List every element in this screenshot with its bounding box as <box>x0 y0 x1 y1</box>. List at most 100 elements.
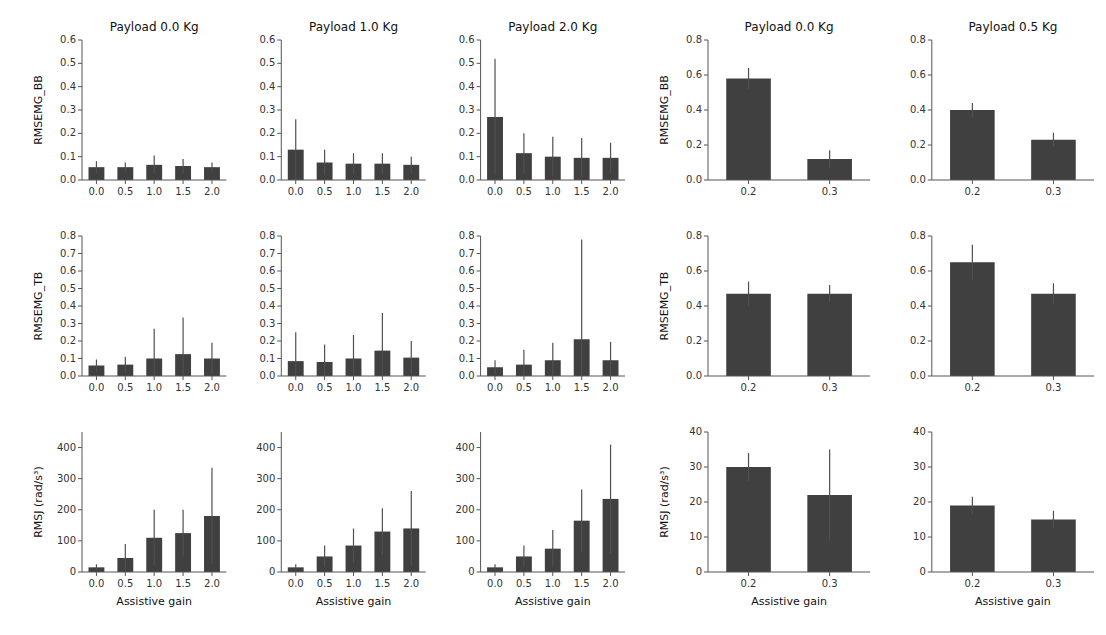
y-tick-label: 0.2 <box>459 127 475 138</box>
y-tick-label: 0.5 <box>259 57 275 68</box>
x-axis-label: Assistive gain <box>116 595 192 608</box>
y-tick <box>477 63 481 64</box>
x-tick-label: 2.0 <box>403 186 419 197</box>
x-axis <box>932 180 1094 181</box>
y-tick-label: 0.6 <box>259 34 275 45</box>
bar <box>807 294 852 376</box>
y-tick <box>928 376 932 377</box>
y-tick <box>78 271 82 272</box>
x-tick <box>972 572 973 576</box>
y-tick <box>277 358 281 359</box>
x-tick-label: 1.0 <box>346 186 362 197</box>
y-tick-label: 0.4 <box>910 300 926 311</box>
y-axis-label: RMSEMG_BB <box>32 75 45 145</box>
error-bar <box>1053 133 1054 147</box>
y-axis <box>931 40 932 180</box>
error-bar <box>125 357 126 373</box>
y-tick <box>928 341 932 342</box>
subplot: 0.00.10.20.30.40.50.60.00.51.01.52.0Payl… <box>32 20 226 197</box>
y-axis <box>82 432 83 572</box>
y-tick <box>277 156 281 157</box>
y-tick-label: 40 <box>689 426 702 437</box>
x-tick-label: 1.5 <box>175 186 191 197</box>
y-tick-label: 400 <box>256 442 275 453</box>
error-bar <box>552 530 553 567</box>
y-tick <box>277 110 281 111</box>
y-tick <box>78 110 82 111</box>
y-tick-label: 0.5 <box>60 283 76 294</box>
x-tick-label: 0.2 <box>964 186 980 197</box>
y-tick <box>277 253 281 254</box>
y-tick <box>78 323 82 324</box>
error-bar <box>552 343 553 376</box>
y-tick <box>704 180 708 181</box>
y-tick-label: 0 <box>70 566 76 577</box>
error-bar <box>125 163 126 172</box>
x-tick-label: 0.3 <box>1046 186 1062 197</box>
y-tick-label: 0.5 <box>459 283 475 294</box>
bars <box>88 317 219 376</box>
y-tick-label: 0.6 <box>686 69 702 80</box>
error-bar <box>581 138 582 178</box>
y-tick <box>928 572 932 573</box>
x-tick <box>96 376 97 380</box>
y-tick <box>277 133 281 134</box>
error-bar <box>610 342 611 376</box>
x-tick-label: 1.5 <box>374 382 390 393</box>
x-axis-label: Assistive gain <box>751 595 827 608</box>
error-bar <box>581 240 582 377</box>
y-tick <box>277 86 281 87</box>
y-tick <box>704 271 708 272</box>
x-tick-label: 1.0 <box>545 186 561 197</box>
y-tick <box>928 537 932 538</box>
error-bar <box>382 153 383 174</box>
bars <box>487 444 618 572</box>
x-tick <box>610 376 611 380</box>
error-bar <box>610 143 611 173</box>
x-tick <box>411 376 412 380</box>
error-bar <box>1053 283 1054 304</box>
y-tick-label: 0.1 <box>459 151 475 162</box>
error-bar <box>972 245 973 280</box>
y-axis-label: RMSJ (rad/s³) <box>658 466 671 538</box>
y-tick-label: 0.6 <box>910 69 926 80</box>
x-tick-label: 1.5 <box>374 578 390 589</box>
error-bar <box>324 345 325 377</box>
y-tick-label: 0.0 <box>459 370 475 381</box>
x-tick-label: 1.0 <box>346 578 362 589</box>
x-axis-label: Assistive gain <box>316 595 392 608</box>
y-axis <box>82 40 83 180</box>
bars <box>487 240 618 377</box>
x-tick <box>125 572 126 576</box>
y-tick <box>78 447 82 448</box>
bars <box>88 156 219 181</box>
y-tick-label: 0.8 <box>60 230 76 241</box>
figure: 0.00.10.20.30.40.50.60.00.51.01.52.0Payl… <box>0 0 1106 635</box>
y-tick <box>78 63 82 64</box>
x-tick <box>183 180 184 184</box>
y-tick <box>477 540 481 541</box>
error-bar <box>96 161 97 173</box>
y-tick <box>477 180 481 181</box>
bar <box>950 506 995 573</box>
y-tick-label: 0.4 <box>259 300 275 311</box>
error-bar <box>96 564 97 570</box>
y-tick-label: 300 <box>256 473 275 484</box>
y-tick <box>477 156 481 157</box>
y-tick <box>78 253 82 254</box>
y-tick <box>928 467 932 468</box>
x-tick <box>154 572 155 576</box>
x-tick-label: 1.0 <box>545 382 561 393</box>
x-tick <box>382 180 383 184</box>
x-tick-label: 0.5 <box>317 186 333 197</box>
y-tick-label: 0.3 <box>459 104 475 115</box>
error-bar <box>295 119 296 180</box>
y-tick <box>928 75 932 76</box>
x-tick <box>1053 572 1054 576</box>
y-tick-label: 0.5 <box>259 283 275 294</box>
y-tick <box>78 509 82 510</box>
y-tick-label: 0.5 <box>60 57 76 68</box>
x-tick <box>829 180 830 184</box>
x-tick-label: 0.3 <box>822 382 838 393</box>
error-bar <box>829 285 830 303</box>
